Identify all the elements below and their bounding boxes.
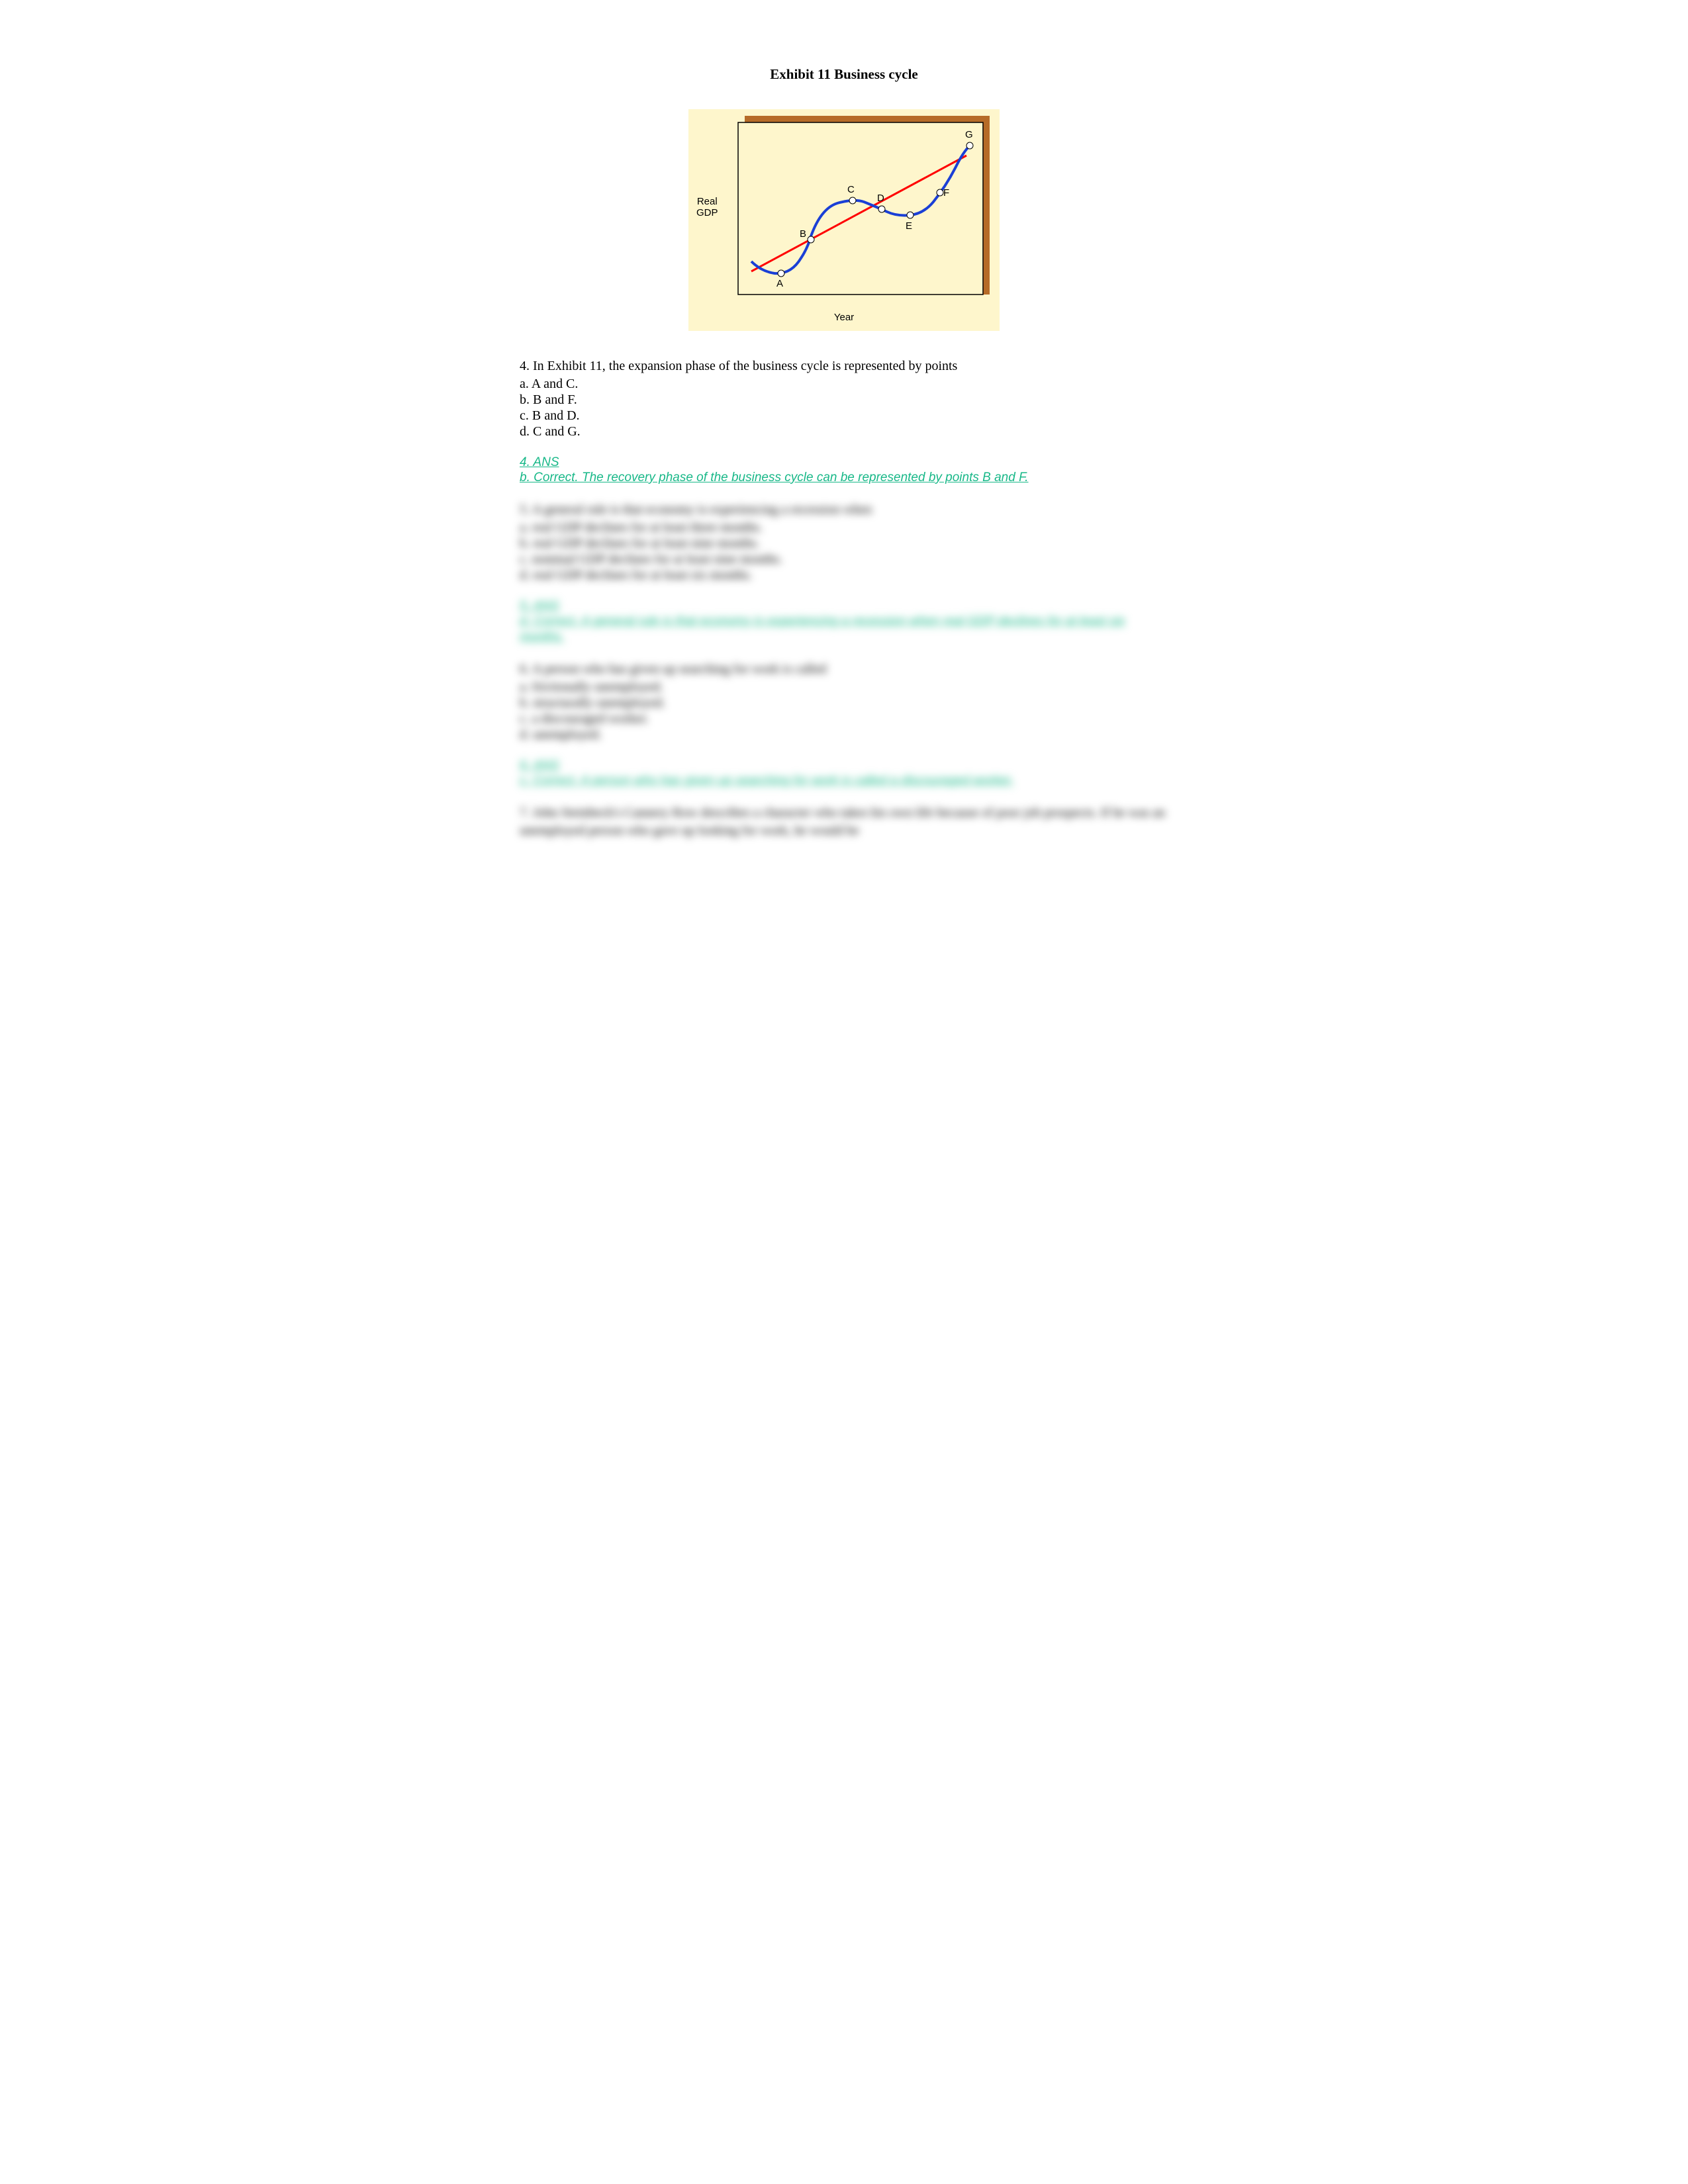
y-axis-label-line1: Real: [696, 197, 718, 208]
q6-opt-a: a. frictionally unemployed.: [520, 680, 1168, 695]
point-B-label: B: [800, 228, 806, 240]
y-axis-label: Real GDP: [696, 197, 718, 218]
point-D-label: D: [877, 193, 884, 204]
a6-head: 6. ANS: [520, 758, 1168, 773]
chart-container: Real GDP Year A B C D E F G: [520, 109, 1168, 331]
locked-content: 5. A general rule is that economy is exp…: [520, 501, 1168, 840]
a5-head: 5. ANS: [520, 599, 1168, 614]
q4-opt-b: b. B and F.: [520, 392, 1168, 408]
q6-opt-c: c. a discouraged worker.: [520, 711, 1168, 727]
point-B-marker: [808, 236, 814, 243]
point-F-label: F: [943, 187, 949, 199]
point-A-marker: [778, 270, 784, 277]
q5-opt-c: c. nominal GDP declines for at least nin…: [520, 552, 1168, 567]
q6-opt-d: d. unemployed.: [520, 727, 1168, 743]
q4-stem: 4. In Exhibit 11, the expansion phase of…: [520, 357, 1168, 375]
q5-stem: 5. A general rule is that economy is exp…: [520, 501, 1168, 519]
page: Exhibit 11 Business cycle Real GDP Year: [420, 0, 1268, 881]
a6-body: c. Correct. A person who has given up se…: [520, 773, 1168, 790]
q6-opt-b: b. structurally unemployed.: [520, 696, 1168, 711]
point-G-label: G: [965, 129, 973, 140]
business-cycle-chart: Real GDP Year A B C D E F G: [688, 109, 1000, 331]
q5-opt-b: b. real GDP declines for at least nine m…: [520, 536, 1168, 551]
point-C-label: C: [847, 184, 855, 195]
chart-svg: [688, 109, 1000, 331]
q4-opt-a: a. A and C.: [520, 377, 1168, 392]
q5-opt-d: d. real GDP declines for at least six mo…: [520, 568, 1168, 583]
q5-opt-a: a. real GDP declines for at least three …: [520, 520, 1168, 535]
x-axis-label: Year: [688, 312, 1000, 323]
point-F-marker: [937, 189, 943, 196]
point-E-marker: [907, 212, 914, 218]
point-A-label: A: [776, 278, 783, 289]
point-C-marker: [849, 197, 856, 204]
point-E-label: E: [906, 220, 912, 232]
q6-stem: 6. A person who has given up searching f…: [520, 660, 1168, 678]
q4-opt-d: d. C and G.: [520, 424, 1168, 439]
a4-head: 4. ANS: [520, 455, 1168, 470]
point-D-marker: [878, 206, 885, 212]
point-G-marker: [966, 142, 973, 149]
y-axis-label-line2: GDP: [696, 208, 718, 219]
a4-body: b. Correct. The recovery phase of the bu…: [520, 470, 1168, 486]
q4-opt-c: c. B and D.: [520, 408, 1168, 424]
exhibit-title: Exhibit 11 Business cycle: [520, 66, 1168, 83]
q7-stem: 7. John Steinbeck's Cannery Row describe…: [520, 804, 1168, 840]
a5-body: d. Correct. A general rule is that econo…: [520, 614, 1168, 646]
